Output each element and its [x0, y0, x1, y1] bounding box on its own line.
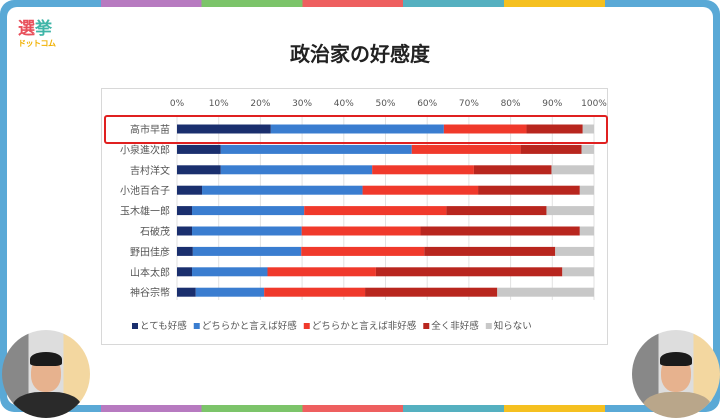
category-label: 山本太郎	[130, 266, 170, 279]
x-tick-label: 90%	[542, 99, 562, 109]
bar-segment-4	[555, 246, 594, 256]
bar-segment-2	[267, 267, 376, 277]
bar-segment-4	[579, 226, 594, 236]
bar-segment-2	[304, 206, 447, 216]
x-tick-label: 80%	[501, 99, 521, 109]
bar-segment-3	[375, 267, 563, 277]
bar-segment-1	[192, 206, 305, 216]
bar-segment-1	[192, 226, 302, 236]
bar-segment-3	[420, 226, 580, 236]
bar-segment-0	[177, 226, 193, 236]
legend-label: 知らない	[494, 320, 532, 332]
legend-swatch	[303, 323, 310, 329]
bar-segment-0	[177, 246, 193, 256]
category-label: 神谷宗幣	[130, 286, 170, 299]
x-tick-label: 20%	[250, 99, 270, 109]
category-label: 玉木雄一郎	[120, 205, 170, 218]
bar-segment-4	[546, 206, 594, 216]
chart-title: 政治家の好感度	[290, 42, 430, 66]
bar-segment-1	[220, 144, 412, 154]
legend-swatch	[485, 323, 492, 329]
bar-segment-4	[579, 185, 594, 195]
bar-segment-2	[264, 287, 366, 297]
category-label: 高市早苗	[130, 123, 170, 136]
x-tick-label: 60%	[417, 99, 437, 109]
bar-segment-1	[192, 246, 302, 256]
bar-segment-4	[581, 144, 594, 154]
bar-segment-0	[177, 267, 193, 277]
bar-segment-1	[195, 287, 265, 297]
bar-segment-1	[192, 267, 268, 277]
category-label: 小泉進次郎	[120, 143, 170, 156]
bar-segment-4	[551, 165, 594, 175]
bar-segment-2	[411, 144, 521, 154]
category-label: 小池百合子	[120, 184, 170, 197]
bar-segment-3	[473, 165, 552, 175]
legend-label: どちらかと言えば好感	[202, 320, 298, 332]
bar-segment-3	[446, 206, 547, 216]
legend-swatch	[423, 323, 430, 329]
x-tick-label: 50%	[375, 99, 395, 109]
bar-segment-0	[177, 287, 196, 297]
bar-segment-4	[582, 124, 594, 134]
x-tick-label: 30%	[292, 99, 312, 109]
x-tick-label: 40%	[334, 99, 354, 109]
bar-segment-1	[220, 165, 373, 175]
presenter-right-video	[632, 330, 720, 418]
bar-segment-3	[365, 287, 498, 297]
category-label: 野田佳彦	[130, 245, 170, 258]
category-label: 石破茂	[140, 225, 170, 238]
presenter-left-video	[2, 330, 90, 418]
bar-segment-4	[562, 267, 594, 277]
x-tick-label: 70%	[459, 99, 479, 109]
bar-segment-2	[443, 124, 527, 134]
bar-segment-2	[372, 165, 474, 175]
bar-segment-1	[270, 124, 444, 134]
bar-segment-3	[478, 185, 580, 195]
bar-segment-4	[497, 287, 594, 297]
legend-label: どちらかと言えば非好感	[312, 320, 417, 332]
bar-segment-2	[301, 246, 425, 256]
legend-label: とても好感	[140, 320, 187, 332]
bar-segment-1	[202, 185, 363, 195]
x-tick-label: 10%	[209, 99, 229, 109]
legend-swatch	[132, 323, 138, 329]
bar-segment-3	[520, 144, 582, 154]
senkyo-dotcom-logo: 選挙 ドットコム	[18, 19, 56, 48]
x-tick-label: 0%	[170, 99, 185, 109]
bar-segment-2	[362, 185, 479, 195]
bar-segment-3	[526, 124, 583, 134]
category-label: 吉村洋文	[130, 164, 170, 177]
bar-segment-0	[177, 124, 271, 134]
legend-label: 全く非好感	[431, 320, 479, 332]
legend-swatch	[193, 323, 200, 329]
highlight-box	[104, 115, 608, 144]
bar-segment-0	[177, 206, 193, 216]
bar-segment-2	[301, 226, 421, 236]
bar-segment-0	[177, 144, 221, 154]
x-tick-label: 100%	[581, 99, 607, 109]
bar-segment-3	[424, 246, 556, 256]
bar-segment-0	[177, 165, 221, 175]
bar-segment-0	[177, 185, 203, 195]
